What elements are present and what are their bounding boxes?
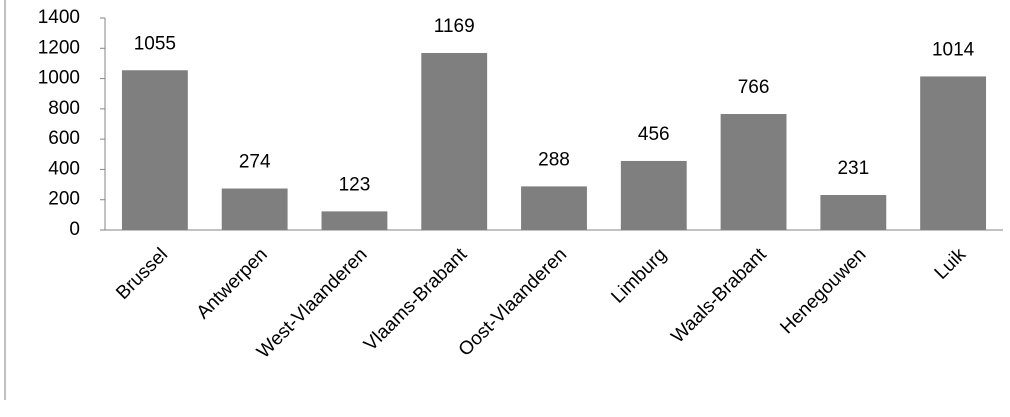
y-tick-label: 0	[69, 219, 80, 240]
x-tick-label: Vlaams-Brabant	[360, 244, 472, 356]
value-label: 1014	[932, 39, 975, 60]
y-tick-label: 200	[48, 189, 80, 210]
value-label: 456	[638, 124, 670, 145]
value-label: 766	[738, 77, 770, 98]
value-label: 231	[837, 158, 869, 179]
bar	[820, 195, 887, 230]
bar	[221, 188, 288, 230]
bar	[720, 114, 787, 230]
y-tick-label: 1200	[38, 37, 80, 58]
y-tick-label: 1400	[38, 7, 80, 28]
y-tick-label: 1000	[38, 68, 80, 89]
bar	[321, 211, 388, 230]
value-label: 1169	[434, 16, 475, 37]
x-tick-label: Brussel	[112, 244, 172, 304]
y-tick-label: 800	[48, 98, 80, 119]
x-tick-label: Henegouwen	[776, 244, 870, 338]
bar	[421, 52, 488, 231]
bar	[121, 70, 188, 230]
bar	[521, 186, 587, 230]
value-label: 288	[538, 149, 570, 170]
x-tick-label: Limburg	[607, 244, 670, 307]
x-tick-label: West-Vlaanderen	[253, 244, 371, 362]
x-tick-label: Luik	[931, 244, 971, 284]
y-tick-label: 600	[48, 128, 80, 149]
x-tick-label: Antwerpen	[193, 244, 272, 323]
value-label: 1055	[134, 33, 176, 54]
x-tick-label: Waals-Brabant	[667, 244, 771, 348]
bar	[620, 160, 687, 230]
value-label: 274	[239, 152, 271, 173]
bar	[920, 76, 987, 230]
y-tick-label: 400	[48, 158, 80, 179]
x-tick-label: Oost-Vlaanderen	[455, 244, 571, 360]
value-label: 123	[339, 174, 371, 195]
